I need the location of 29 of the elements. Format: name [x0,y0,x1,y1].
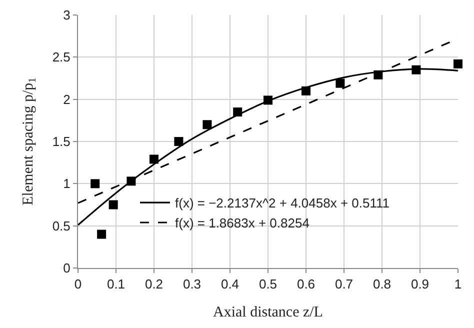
y-tick-label: 0 [63,260,70,276]
x-tick-label: 1 [454,276,462,292]
y-tick-label: 1.5 [52,134,70,150]
x-axis-title: Axial distance z/L [213,304,323,321]
x-tick-label: 0.4 [220,276,240,292]
point [336,78,345,88]
point [174,137,184,146]
x-tick-label: 0.1 [106,276,126,292]
point [108,200,118,210]
x-tick-label: 0.5 [258,276,278,292]
legend-label: f(x) = 1.8683x + 0.8254 [175,216,310,231]
y-tick-label: 0.5 [52,218,70,234]
point [202,120,212,130]
y-tick-label: 2 [63,92,70,107]
x-tick-label: 0.6 [296,276,316,292]
x-tick-label: 0.7 [334,276,354,292]
point [150,154,158,164]
point [90,179,100,188]
x-tick-label: 0.2 [144,276,164,292]
legend-label: f(x) = −2.2137x^2 + 4.0458x + 0.5111 [175,196,390,211]
x-tick-label: 0.9 [410,276,430,292]
y-tick-label: 1 [63,176,70,192]
x-tick-label: 0.8 [372,276,392,292]
y-tick-label: 3 [63,8,70,23]
point [454,59,462,68]
y-tick-label: 2.5 [52,50,70,65]
point [97,230,106,239]
x-tick-label: 0.3 [182,276,202,292]
x-tick-label: 0 [74,276,82,292]
